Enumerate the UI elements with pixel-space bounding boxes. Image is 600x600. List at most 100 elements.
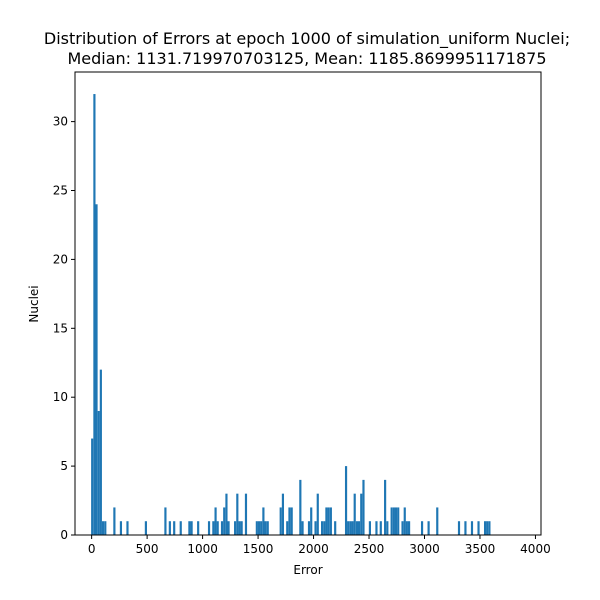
histogram-bar [238,521,241,535]
y-tick-label: 10 [53,390,68,404]
histogram-bar [327,507,330,535]
chart-subtitle: Median: 1131.719970703125, Mean: 1185.86… [67,49,546,68]
plot-frame [74,71,542,536]
y-tick-label: 0 [60,528,68,542]
histogram-bar [288,507,291,535]
histogram-bar [190,521,193,535]
histogram-bar [390,507,393,535]
histogram-bar [384,479,387,535]
histogram-bar [126,521,129,535]
histogram-bar [314,521,317,535]
histogram-bar [375,521,378,535]
chart-title: Distribution of Errors at epoch 1000 of … [44,29,570,49]
histogram-bar [301,521,304,535]
x-tick-label: 3500 [465,542,496,556]
histogram-bar [357,521,361,535]
histogram-bar [257,521,261,535]
histogram-bar [420,521,424,535]
histogram-bar [266,521,269,535]
histogram-bar [405,521,408,535]
histogram-bar [299,479,302,535]
histogram-bar [344,466,348,535]
histogram-bar [436,507,439,535]
histogram-bar [316,493,319,535]
histogram-bar [93,94,96,536]
histogram-bar [264,521,267,535]
histogram-bar [401,521,404,535]
histogram-bar [262,507,265,535]
x-tick-label: 2000 [298,542,329,556]
histogram-bar [464,521,467,535]
y-tick-label: 25 [53,184,68,198]
x-tick-label: 3000 [409,542,440,556]
x-tick-label: 4000 [520,542,551,556]
histogram-bar [207,521,211,535]
histogram-bar [349,521,352,535]
histogram-bar [351,521,354,535]
x-tick-label: 0 [88,542,96,556]
histogram-bar [225,493,228,535]
histogram-bar [240,521,243,535]
histogram-bar [220,521,224,535]
histogram-bar [486,521,489,535]
histogram-bar [325,507,328,535]
histogram-bar [355,521,359,535]
histogram-bar [290,507,293,535]
histogram-bar [392,507,395,535]
x-tick-label: 2500 [354,542,385,556]
histogram-bar [95,204,98,536]
histogram-bar [347,521,350,535]
histogram-bar [394,507,398,535]
histogram-bar [234,521,237,535]
histogram-bar [310,507,313,535]
histogram-bar [360,493,363,535]
histogram-bar [362,479,365,535]
histogram-bar [255,521,258,535]
histogram-bar [212,521,215,535]
histogram-bar [179,521,182,535]
y-tick-label: 20 [53,252,68,266]
histogram-bar [197,521,200,535]
histogram-bar [329,507,332,535]
histogram-bar [379,521,382,535]
histogram-bar [386,521,389,535]
x-tick-label: 1500 [243,542,274,556]
histogram-bar [334,521,337,535]
y-axis-label: Nuclei [27,285,41,322]
histogram-bar [144,521,147,535]
histogram-bar [216,521,219,535]
histogram-bar [244,493,248,535]
histogram-bar [223,507,226,535]
x-axis-ticks: 0 500 1000 1500 2000 2500 3000 3500 4000 [88,535,551,556]
histogram-bar [91,438,94,535]
x-tick-label: 500 [136,542,159,556]
histogram-bar [470,521,474,535]
histogram-bar [101,521,105,535]
bars-group [91,94,491,536]
histogram-bar [164,507,167,535]
x-axis-label: Error [293,563,322,577]
histogram-bar [97,410,100,535]
histogram-bar [403,507,406,535]
histogram-bar [279,507,282,535]
histogram-bar [227,521,230,535]
y-tick-label: 30 [53,115,68,129]
y-tick-label: 5 [60,459,68,473]
histogram-bar [457,521,461,535]
histogram-bar [368,521,371,535]
x-tick-label: 1000 [187,542,218,556]
histogram-bar [119,521,123,535]
histogram-bar [104,521,107,535]
histogram-bar [99,369,102,535]
histogram-bar [173,521,176,535]
histogram-bar [397,507,400,535]
histogram-bar [281,493,285,535]
histogram-bar [214,507,217,535]
histogram-bar [427,521,430,535]
histogram-bar [321,521,324,535]
histogram-bar [407,521,411,535]
histogram-bar [488,521,491,535]
histogram-bar [113,507,116,535]
histogram-bar [236,493,239,535]
